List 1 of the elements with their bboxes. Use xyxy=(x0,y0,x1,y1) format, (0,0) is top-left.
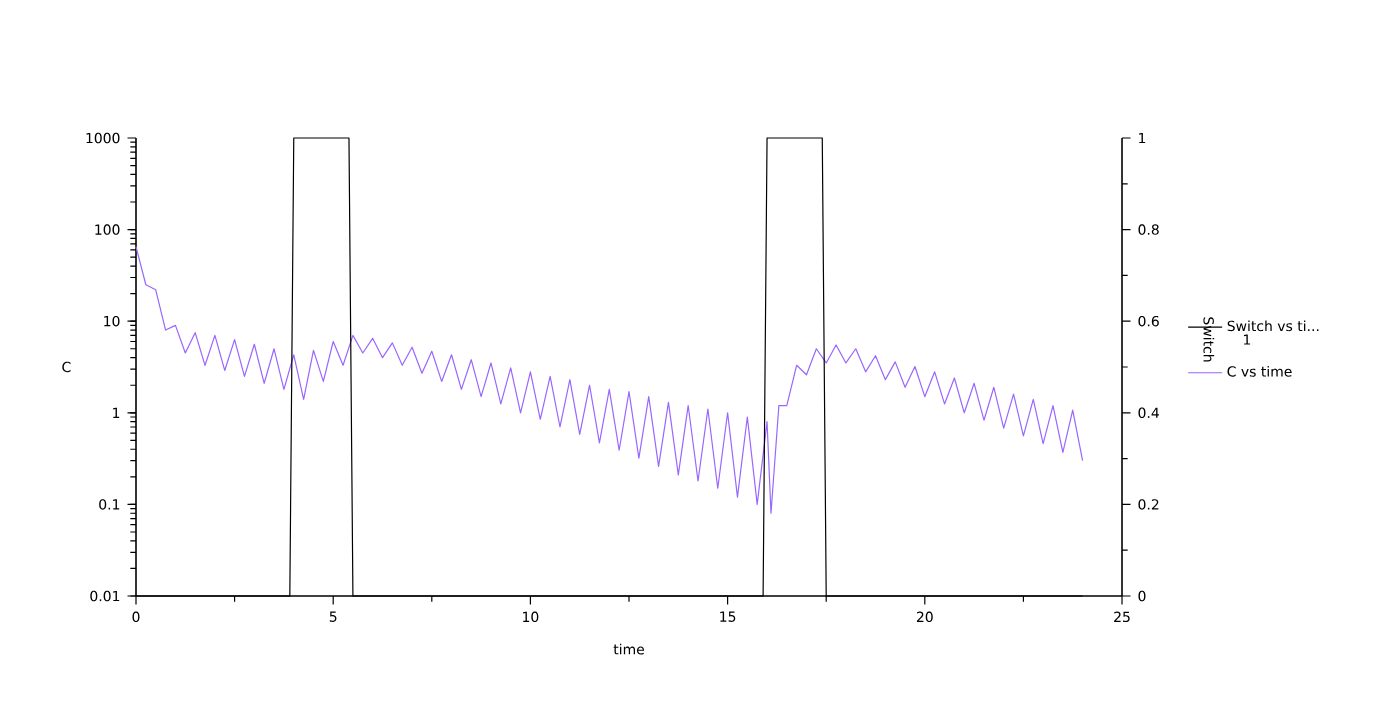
line-series xyxy=(135,246,1084,514)
